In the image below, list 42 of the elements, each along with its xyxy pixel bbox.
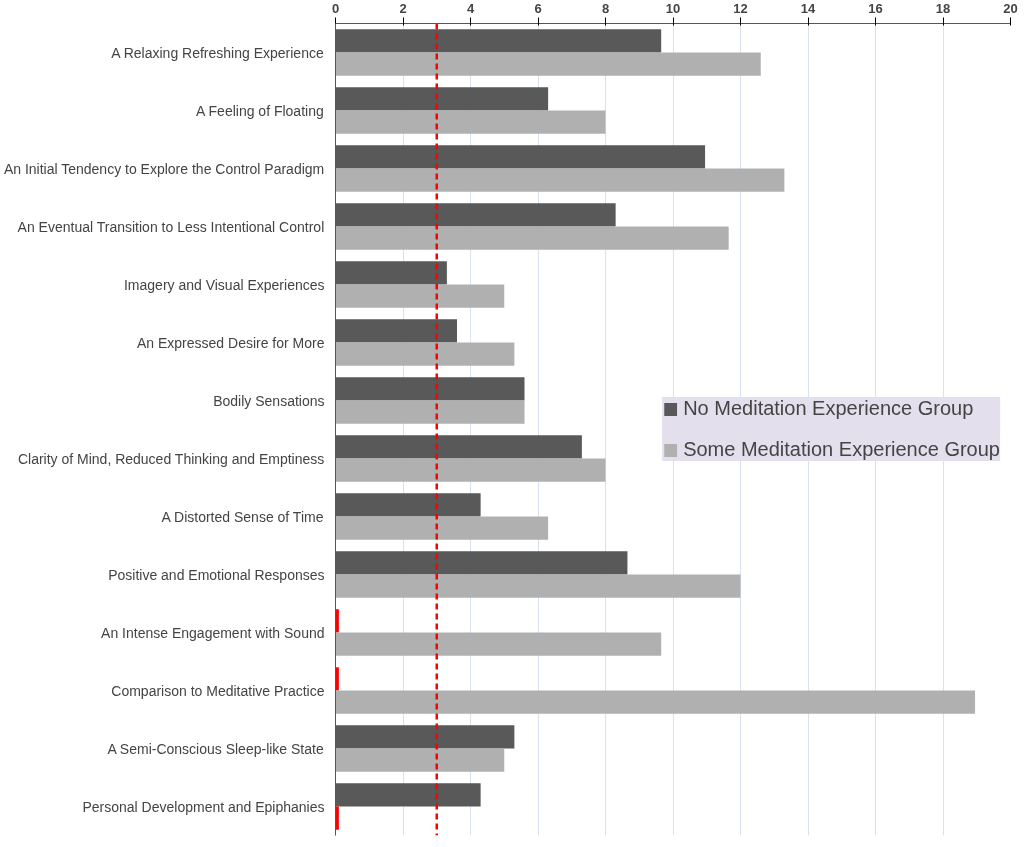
legend-label: No Meditation Experience Group (683, 397, 974, 420)
bar (335, 342, 515, 366)
y-tick-label: A Feeling of Floating (196, 102, 324, 119)
y-tick-label: Positive and Emotional Responses (108, 566, 325, 583)
x-tick-label: 2 (399, 0, 407, 16)
x-tick-label: 16 (868, 0, 883, 16)
bar (335, 226, 729, 250)
bar (335, 110, 606, 134)
x-tick-label: 14 (800, 0, 816, 16)
y-tick-label: An Eventual Transition to Less Intentional Control (17, 218, 325, 235)
bar (335, 632, 662, 656)
legend-label: Some Meditation Experience Group (683, 438, 1000, 461)
bar (335, 516, 549, 540)
bar (335, 284, 505, 308)
bar (335, 690, 976, 714)
bar (335, 52, 761, 76)
y-tick-label: Imagery and Visual Experiences (123, 276, 325, 293)
y-tick-label: A Semi-Conscious Sleep-like State (107, 740, 324, 757)
x-tick-label: 6 (534, 0, 542, 16)
y-tick-label: Comparison to Meditative Practice (111, 682, 325, 699)
bar (335, 609, 339, 633)
y-tick-label: A Relaxing Refreshing Experience (111, 44, 324, 61)
x-tick-label: 4 (466, 0, 475, 16)
x-tick-label: 12 (733, 0, 748, 16)
x-tick-label: 20 (1003, 0, 1018, 16)
y-tick-label: An Expressed Desire for More (136, 334, 325, 351)
bar (335, 748, 505, 772)
x-tick-label: 18 (935, 0, 951, 16)
x-tick-label: 0 (331, 0, 340, 16)
y-tick-label: An Intense Engagement with Sound (101, 624, 325, 641)
bar (335, 400, 525, 424)
y-tick-label: Bodily Sensations (213, 392, 325, 409)
bar (335, 168, 785, 192)
bar (335, 574, 741, 598)
y-tick-label: An Initial Tendency to Explore the Control Paradigm (3, 160, 325, 177)
bar (335, 667, 339, 691)
y-tick-label: Personal Development and Epiphanies (82, 798, 325, 815)
x-tick-label: 10 (665, 0, 681, 16)
x-tick-label: 8 (601, 0, 610, 16)
y-tick-label: A Distorted Sense of Time (161, 508, 324, 525)
y-tick-label: Clarity of Mind, Reduced Thinking and Emptiness (17, 450, 325, 467)
bar (335, 458, 606, 482)
